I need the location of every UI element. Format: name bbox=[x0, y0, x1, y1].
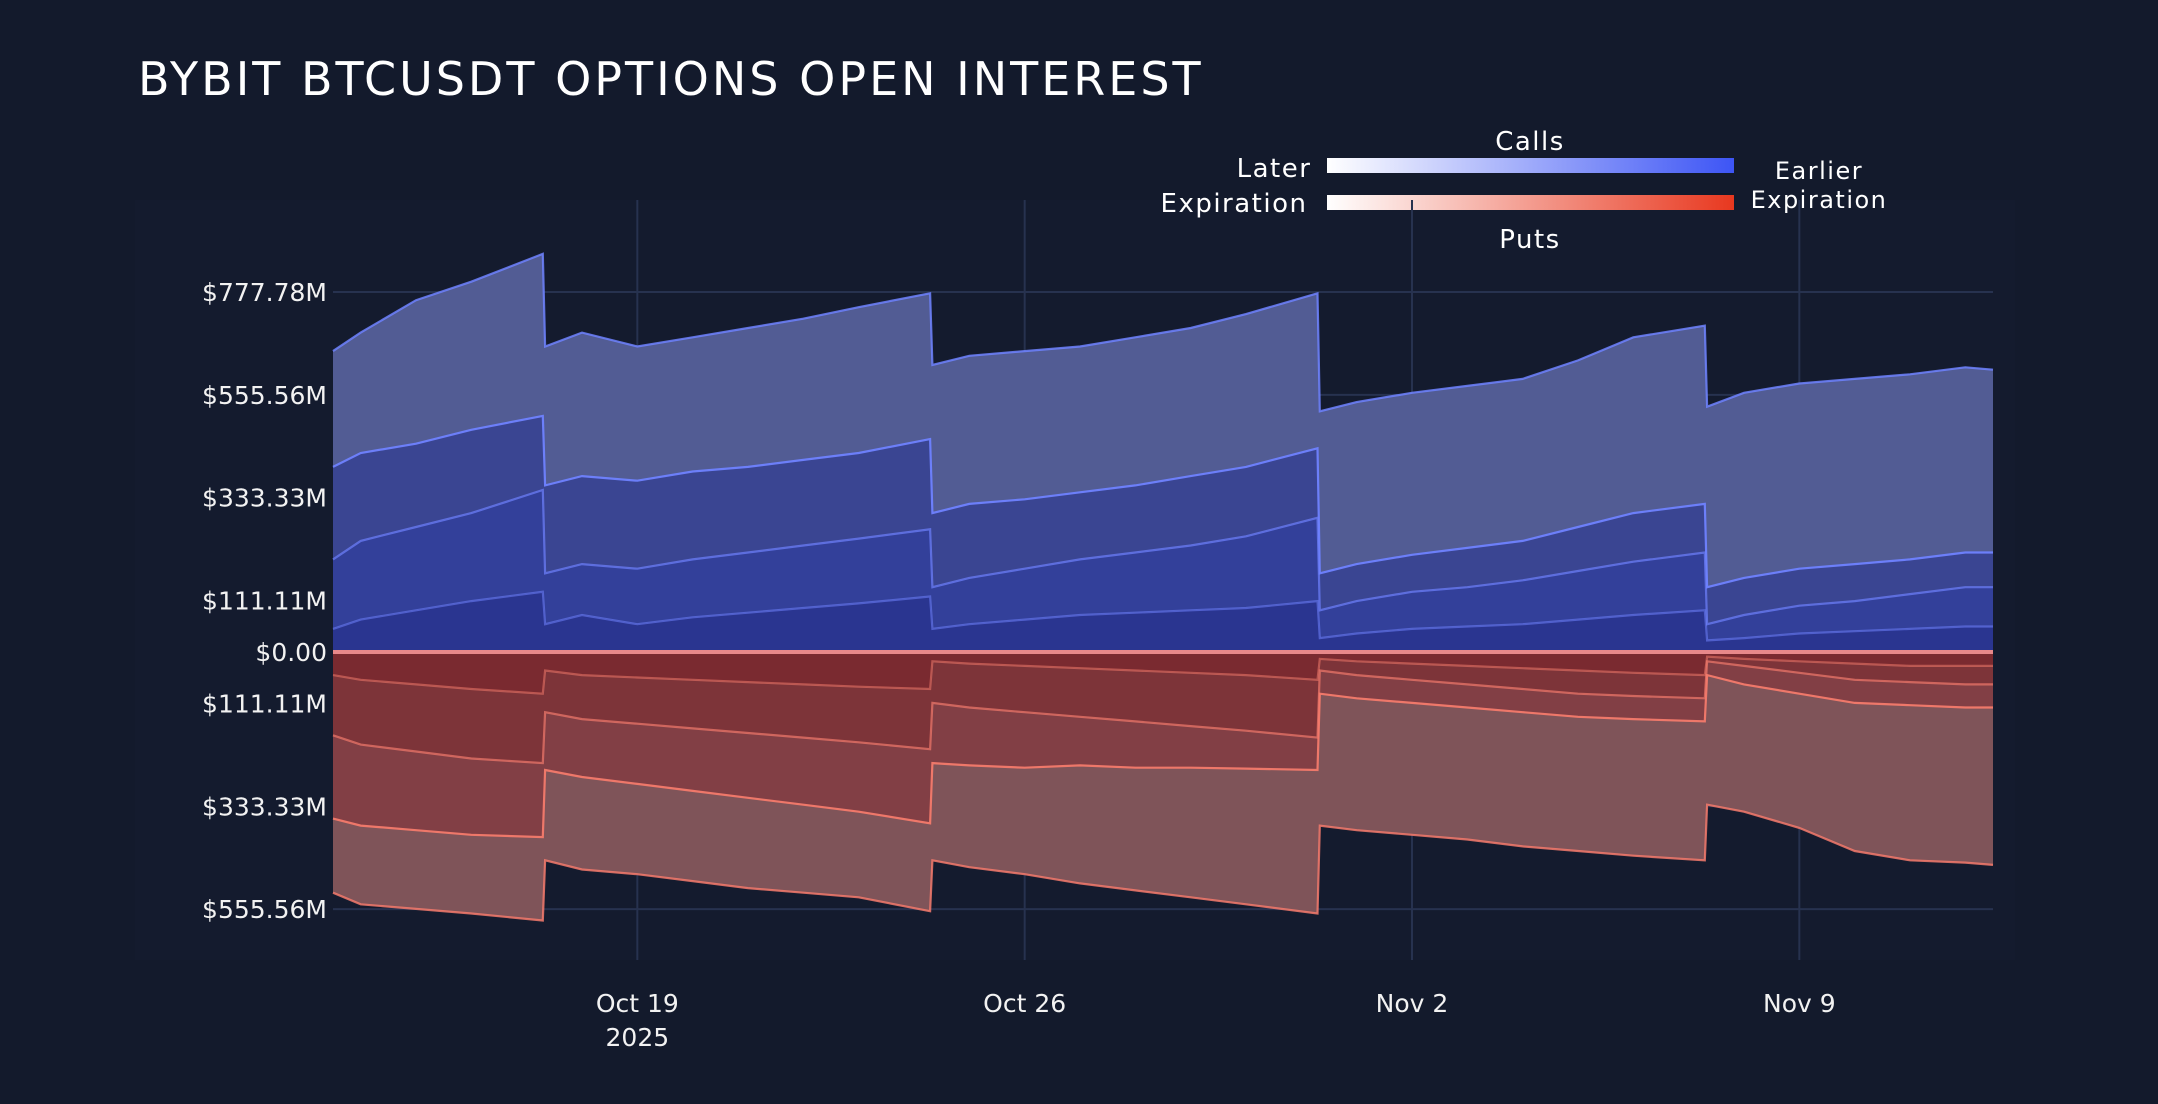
puts-line-3 bbox=[332, 673, 1993, 839]
x-tick-label: Nov 2 bbox=[1376, 989, 1449, 1018]
puts-line-4 bbox=[332, 803, 1994, 922]
y-tick-label: $555.56M bbox=[202, 381, 327, 410]
y-tick-label: $0.00 bbox=[255, 638, 327, 667]
puts-band-2 bbox=[333, 656, 1993, 764]
puts-band-1 bbox=[333, 652, 1993, 694]
calls-line-3 bbox=[332, 414, 1993, 589]
x-tick-year-label: 2025 bbox=[606, 1023, 670, 1052]
calls-band-1 bbox=[333, 591, 1993, 652]
puts-band-3 bbox=[333, 661, 1993, 838]
x-tick-label: Oct 26 bbox=[983, 989, 1066, 1018]
legend-later-label: Later bbox=[1237, 154, 1312, 184]
calls-line-2 bbox=[332, 488, 1993, 626]
series-areas bbox=[332, 252, 1994, 922]
x-tick-label: Oct 19 bbox=[596, 989, 679, 1018]
calls-line-4 bbox=[332, 252, 1994, 413]
y-tick-label: $333.33M bbox=[202, 792, 327, 821]
puts-band-4 bbox=[333, 675, 1993, 921]
calls-line-1 bbox=[332, 590, 1993, 642]
y-tick-label: $111.11M bbox=[202, 587, 327, 616]
y-tick-label: $333.33M bbox=[202, 484, 327, 513]
x-axis-ticks: Oct 19 2025 Oct 26 Nov 2 Nov 9 bbox=[596, 989, 1836, 1052]
legend-earlier-label: Earlier bbox=[1775, 157, 1863, 185]
legend-puts-colorbar bbox=[1327, 195, 1734, 210]
legend-puts-label: Puts bbox=[1499, 225, 1560, 255]
legend: Calls Puts Later Expiration Earlier Expi… bbox=[1161, 127, 1888, 255]
y-axis-ticks: $777.78M $555.56M $333.33M $111.11M $0.00 $11… bbox=[202, 278, 327, 924]
legend-calls-colorbar bbox=[1327, 158, 1734, 173]
calls-band-4 bbox=[333, 253, 1993, 588]
x-tick-label: Nov 9 bbox=[1763, 989, 1836, 1018]
y-tick-label: $111.11M bbox=[202, 689, 327, 718]
puts-line-2 bbox=[332, 660, 1993, 765]
legend-later-expiration-label: Expiration bbox=[1161, 189, 1308, 219]
y-tick-label: $777.78M bbox=[202, 278, 327, 307]
legend-calls-label: Calls bbox=[1495, 127, 1565, 157]
calls-band-2 bbox=[333, 490, 1993, 641]
legend-earlier-expiration-label: Expiration bbox=[1751, 186, 1888, 214]
puts-line-1 bbox=[332, 655, 1993, 695]
y-tick-label: $555.56M bbox=[202, 895, 327, 924]
chart-title: BYBIT BTCUSDT OPTIONS OPEN INTEREST bbox=[138, 52, 1204, 106]
